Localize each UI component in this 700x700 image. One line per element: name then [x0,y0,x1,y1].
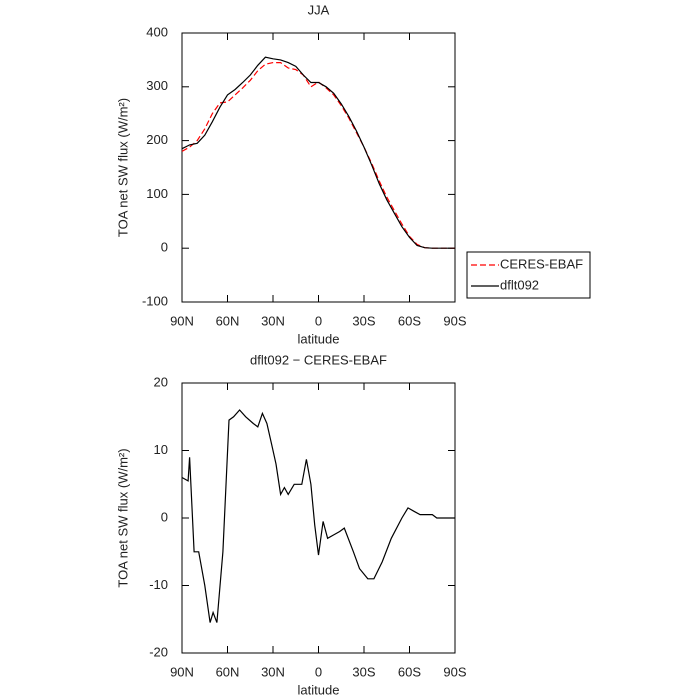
y-tick-label: 400 [146,24,168,39]
y-axis-label: TOA net SW flux (W/m²) [115,98,130,237]
chart-title: JJA [308,2,330,17]
x-tick-label: 60S [398,313,421,328]
x-tick-label: 60S [398,664,421,679]
x-tick-label: 30N [261,664,285,679]
data-line [181,61,455,249]
y-tick-label: -100 [142,293,168,308]
y-tick-label: -20 [149,644,168,659]
x-tick-label: 30S [352,313,375,328]
y-tick-label: 0 [161,509,168,524]
x-tick-label: 90N [170,313,194,328]
x-axis-label: latitude [298,682,340,697]
plot-frame [181,382,456,654]
x-tick-label: 60N [216,664,240,679]
data-line [181,409,455,623]
y-tick-label: 20 [154,374,168,389]
y-tick-label: -10 [149,577,168,592]
x-tick-label: 30S [352,664,375,679]
x-tick-label: 0 [315,664,322,679]
legend-frame [466,251,591,299]
x-tick-label: 90N [170,664,194,679]
x-tick-label: 90S [443,664,466,679]
y-tick-label: 300 [146,78,168,93]
x-tick-label: 0 [315,313,322,328]
legend-label: CERES-EBAF [500,256,583,271]
chart-title: dflt092 − CERES-EBAF [250,352,387,367]
y-axis-label: TOA net SW flux (W/m²) [115,448,130,587]
x-axis-label: latitude [298,331,340,346]
x-tick-label: 90S [443,313,466,328]
y-tick-label: 100 [146,186,168,201]
y-tick-label: 10 [154,442,168,457]
y-tick-label: 0 [161,240,168,255]
plot-frame [181,32,456,303]
y-tick-label: 200 [146,132,168,147]
x-tick-label: 30N [261,313,285,328]
x-tick-label: 60N [216,313,240,328]
legend-label: dflt092 [500,277,539,292]
data-line [181,56,455,249]
